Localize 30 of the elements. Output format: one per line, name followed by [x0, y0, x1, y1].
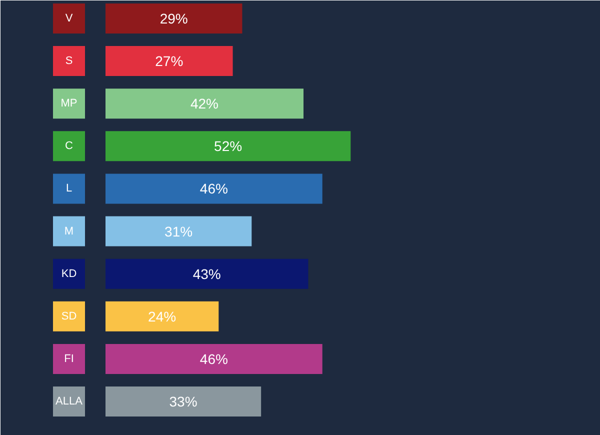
data-label: 42% — [190, 96, 219, 112]
bar — [106, 131, 351, 162]
bar — [106, 258, 308, 289]
y-tick-label: KD — [61, 268, 77, 280]
bar — [106, 344, 322, 374]
data-label: 29% — [160, 10, 188, 26]
y-tick-label: ALLA — [56, 396, 84, 408]
data-label: 52% — [214, 138, 242, 154]
y-tick-label: M — [64, 225, 74, 238]
bar — [106, 386, 262, 417]
y-tick-label: V — [65, 12, 74, 24]
bar — [106, 216, 252, 246]
y-tick-label: L — [66, 182, 72, 195]
y-tick-label: C — [65, 140, 74, 152]
y-tick-label: S — [65, 55, 73, 68]
data-label: 43% — [192, 266, 221, 282]
y-tick-label: FI — [64, 352, 74, 365]
bar — [106, 4, 242, 34]
y-tick-label: SD — [61, 310, 77, 322]
data-label: 46% — [200, 350, 228, 367]
bar — [106, 88, 304, 119]
bar — [106, 174, 322, 204]
data-label: 33% — [169, 394, 198, 410]
data-label: 27% — [155, 53, 184, 70]
y-tick-label: MP — [60, 98, 78, 110]
data-label: 31% — [164, 223, 193, 240]
data-label: 24% — [148, 308, 176, 324]
bar — [106, 301, 219, 332]
bar — [106, 46, 233, 76]
data-label: 46% — [200, 180, 228, 197]
